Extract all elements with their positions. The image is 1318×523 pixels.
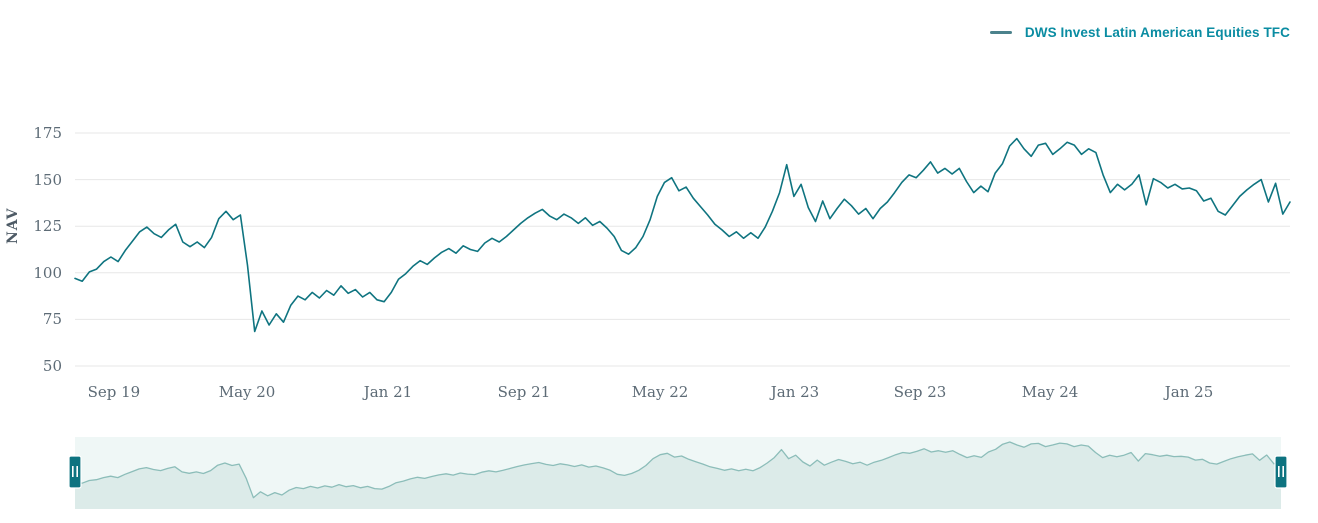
navigator-line — [74, 441, 1282, 499]
y-tick-label: 75 — [42, 310, 62, 329]
x-tick-label: Sep 19 — [87, 383, 141, 401]
x-tick-label: May 20 — [218, 383, 276, 401]
x-tick-label: Sep 23 — [893, 383, 947, 401]
x-tick-label: May 24 — [1021, 383, 1079, 401]
legend-item[interactable]: DWS Invest Latin American Equities TFC — [989, 25, 1290, 40]
navigator-right-handle[interactable] — [1274, 455, 1288, 489]
legend-label: DWS Invest Latin American Equities TFC — [1024, 25, 1290, 40]
gridlines — [75, 132, 1290, 367]
x-tick-label: Jan 21 — [363, 383, 413, 401]
x-tick-label: May 22 — [631, 383, 689, 401]
legend-dash-icon — [989, 31, 1012, 34]
x-tick-label: Jan 25 — [1164, 383, 1214, 401]
y-tick-label: 125 — [33, 217, 62, 236]
y-tick-label: 150 — [33, 170, 62, 189]
navigator-left-handle[interactable] — [68, 455, 82, 489]
x-tick-label: Sep 21 — [497, 383, 551, 401]
nav-series-line — [74, 137, 1291, 333]
navigator-area-fill — [75, 442, 1281, 509]
y-tick-label: 50 — [42, 357, 62, 375]
y-tick-label: 175 — [33, 124, 62, 142]
x-tick-label: Jan 23 — [770, 383, 820, 401]
y-tick-label: 100 — [33, 263, 62, 282]
